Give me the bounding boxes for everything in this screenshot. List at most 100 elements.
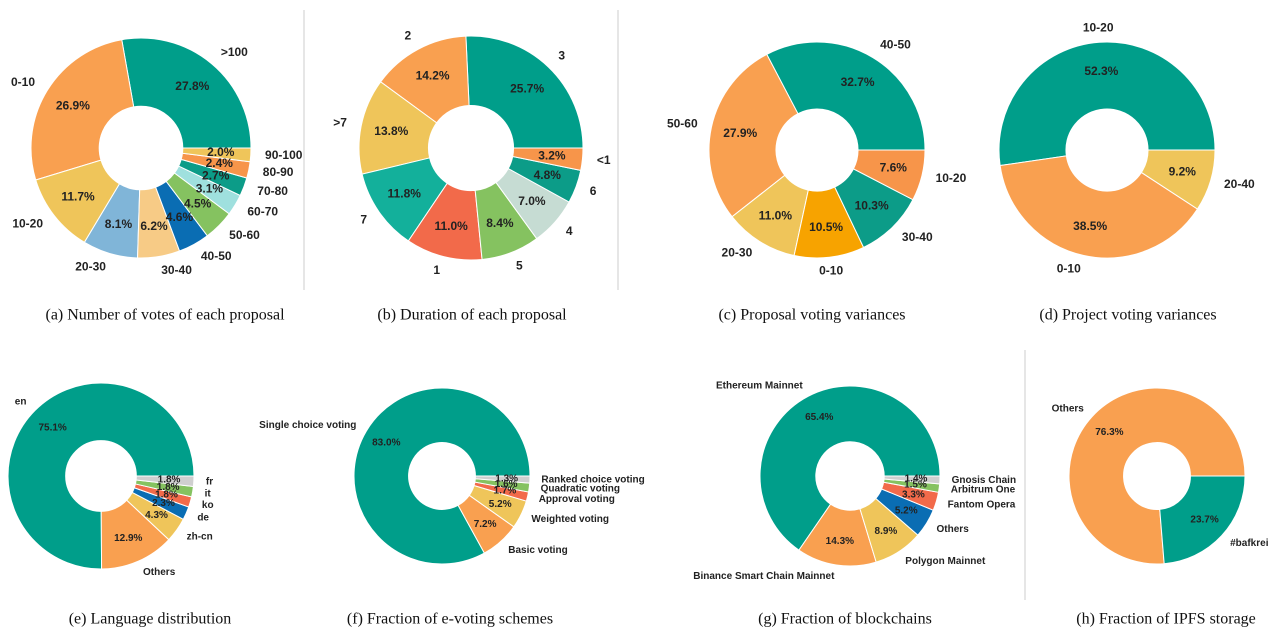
category-label: fr	[206, 477, 213, 488]
category-label: 0-10	[11, 75, 35, 89]
category-label: 90-100	[265, 148, 303, 162]
category-label: Others	[1052, 403, 1085, 414]
value-label: 5.2%	[489, 499, 512, 510]
category-label: Approval voting	[539, 494, 615, 505]
category-label: 40-50	[880, 38, 911, 52]
slice	[358, 81, 438, 175]
caption: (c) Proposal voting variances	[718, 307, 905, 324]
value-label: 7.2%	[474, 519, 497, 530]
caption: (g) Fraction of blockchains	[758, 611, 932, 628]
slice	[998, 41, 1216, 167]
value-label: 32.7%	[841, 75, 875, 89]
value-label: 6.2%	[140, 219, 168, 233]
category-label: Basic voting	[508, 545, 567, 556]
value-label: 1.8%	[158, 474, 181, 485]
value-label: 13.8%	[374, 124, 408, 138]
value-label: 9.2%	[1169, 165, 1197, 179]
category-label: Gnosis Chain	[952, 475, 1016, 486]
slice	[512, 147, 584, 171]
value-label: 38.5%	[1073, 219, 1107, 233]
value-label: 8.4%	[486, 216, 514, 230]
caption: (a) Number of votes of each proposal	[45, 307, 285, 324]
slice	[135, 475, 195, 488]
value-label: 75.1%	[38, 423, 66, 434]
category-label: <1	[597, 153, 611, 167]
category-label: ko	[202, 500, 214, 511]
category-label: 50-60	[667, 117, 698, 131]
value-label: 4.8%	[534, 168, 562, 182]
value-label: 11.7%	[61, 189, 95, 203]
slice	[766, 41, 926, 151]
category-label: Ranked choice voting	[541, 475, 644, 486]
value-label: 1.8%	[155, 490, 178, 501]
slice	[465, 35, 584, 149]
value-label: 1.7%	[494, 486, 517, 497]
category-label: >100	[221, 45, 248, 59]
category-label: it	[205, 488, 212, 499]
category-label: Fantom Opera	[948, 499, 1016, 510]
category-label: 20-30	[722, 246, 753, 260]
value-label: 2.7%	[202, 168, 230, 182]
category-label: 50-60	[229, 228, 260, 242]
value-label: 27.9%	[723, 126, 757, 140]
value-label: 8.9%	[875, 526, 898, 537]
value-label: 11.8%	[388, 187, 422, 201]
category-label: 4	[566, 224, 573, 238]
slice	[759, 385, 941, 551]
category-label: 3	[558, 49, 565, 63]
value-label: 3.1%	[196, 181, 224, 195]
category-label: >7	[333, 115, 347, 129]
value-label: 7.6%	[880, 161, 908, 175]
caption: (f) Fraction of e-voting schemes	[347, 611, 553, 628]
caption: (b) Duration of each proposal	[377, 307, 567, 324]
value-label: 27.8%	[175, 79, 209, 93]
category-label: Ethereum Mainnet	[716, 381, 803, 392]
category-label: 70-80	[257, 184, 288, 198]
slice	[181, 147, 252, 163]
category-label: Quadratic voting	[541, 484, 620, 495]
value-label: 4.6%	[166, 210, 194, 224]
value-label: 12.9%	[114, 533, 142, 544]
category-label: 10-20	[936, 171, 967, 185]
category-label: 10-20	[12, 217, 43, 231]
category-label: Binance Smart Chain Mainnet	[693, 571, 835, 582]
slice	[30, 39, 135, 181]
category-label: 2	[405, 29, 412, 43]
value-label: 83.0%	[372, 438, 400, 449]
category-label: Polygon Mainnet	[905, 556, 986, 567]
caption: (e) Language distribution	[69, 611, 232, 628]
category-label: de	[197, 513, 209, 524]
category-label: 10-20	[1083, 20, 1114, 34]
slice	[1140, 149, 1216, 210]
slice	[7, 382, 195, 570]
value-label: 2.0%	[207, 145, 235, 159]
value-label: 14.3%	[826, 536, 854, 547]
value-label: 11.0%	[434, 219, 468, 233]
category-label: 80-90	[263, 165, 294, 179]
value-label: 3.3%	[902, 489, 925, 500]
value-label: 10.3%	[855, 199, 889, 213]
category-label: 20-30	[75, 259, 106, 273]
category-label: 30-40	[902, 230, 933, 244]
value-label: 10.5%	[809, 220, 843, 234]
value-label: 14.2%	[416, 69, 450, 83]
value-label: 26.9%	[56, 98, 90, 112]
value-label: 3.2%	[538, 148, 566, 162]
slice	[999, 155, 1199, 259]
category-label: 30-40	[161, 263, 192, 277]
category-label: #bafkrei	[1230, 538, 1269, 549]
value-label: 8.1%	[105, 217, 133, 231]
category-label: 5	[516, 258, 523, 272]
caption: (d) Project voting variances	[1039, 307, 1216, 324]
value-label: 1.8%	[157, 482, 180, 493]
category-label: 1	[433, 263, 440, 277]
slice	[708, 53, 799, 218]
category-label: 7	[360, 212, 367, 226]
value-label: 1.3%	[495, 473, 518, 484]
slice	[353, 387, 531, 565]
category-label: Single choice voting	[259, 420, 356, 431]
category-label: 0-10	[1057, 261, 1081, 275]
value-label: 1.5%	[904, 480, 927, 491]
slice	[852, 149, 926, 201]
